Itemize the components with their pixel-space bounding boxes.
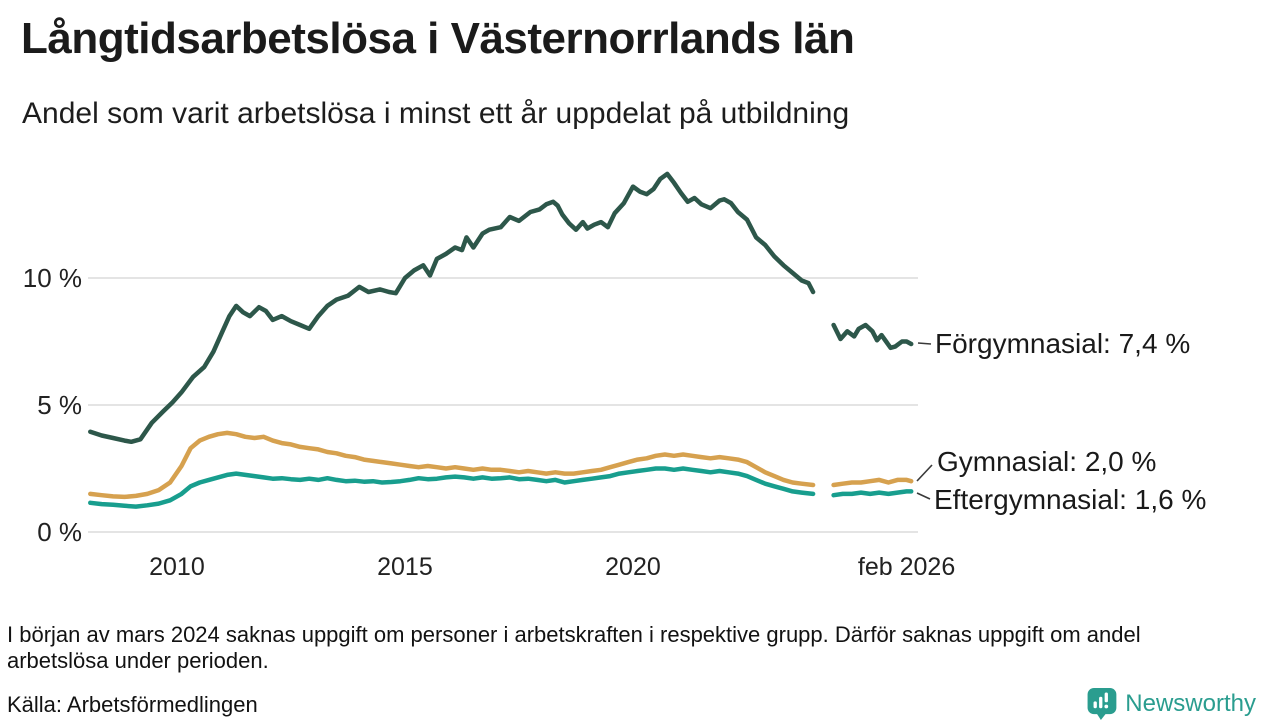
bar-chart-speech-bubble-icon [1087,688,1117,720]
gridlines-group [88,277,918,533]
footnote: I början av mars 2024 saknas uppgift om … [7,622,1141,673]
chart-svg: 0 % 5 % 10 % 2010 2015 2020 feb 2026 Förgymna… [23,171,1206,581]
series-group [88,171,914,509]
series-line-frgymnasial [88,171,914,445]
series-line-eftergymnasial [88,466,914,509]
x-tick-label: 2010 [149,553,205,581]
end-label-eftergymnasial: Eftergymnasial: 1,6 % [934,484,1206,515]
connector-eftergymnasial [916,492,931,500]
y-tick-label: 0 % [37,517,82,547]
page-title: Långtidsarbetslösa i Västernorrlands län [21,14,855,63]
page-subtitle: Andel som varit arbetslösa i minst ett å… [22,97,850,130]
end-label-forgymnasial: Förgymnasial: 7,4 % [935,328,1190,359]
connector-forgymnasial [917,342,932,345]
logo-text: Newsworthy [1125,690,1256,717]
x-tick-label: 2020 [605,553,661,581]
y-tick-label: 5 % [37,390,82,420]
x-tick-label: feb 2026 [858,553,955,581]
end-label-gymnasial: Gymnasial: 2,0 % [937,446,1156,477]
x-tick-label: 2015 [377,553,433,581]
x-axis-labels: 2010 2015 2020 feb 2026 [149,553,955,581]
newsworthy-logo: Newsworthy [1087,688,1256,720]
series-line-gymnasial [88,430,914,500]
y-tick-label: 10 % [23,263,82,293]
connector-gymnasial [916,464,933,482]
y-axis-labels: 0 % 5 % 10 % [23,263,82,547]
source-line: Källa: Arbetsförmedlingen [7,692,258,717]
